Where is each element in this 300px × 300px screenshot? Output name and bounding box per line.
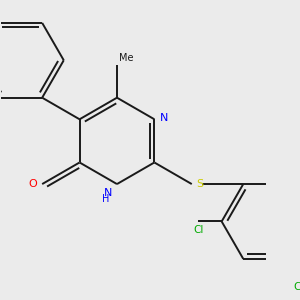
Text: N: N	[160, 112, 169, 123]
Text: Cl: Cl	[293, 282, 300, 292]
Text: O: O	[28, 179, 37, 189]
Text: Cl: Cl	[193, 225, 204, 235]
Text: N: N	[103, 188, 112, 198]
Text: H: H	[102, 194, 109, 204]
Text: Me: Me	[119, 53, 134, 63]
Text: S: S	[196, 179, 203, 189]
